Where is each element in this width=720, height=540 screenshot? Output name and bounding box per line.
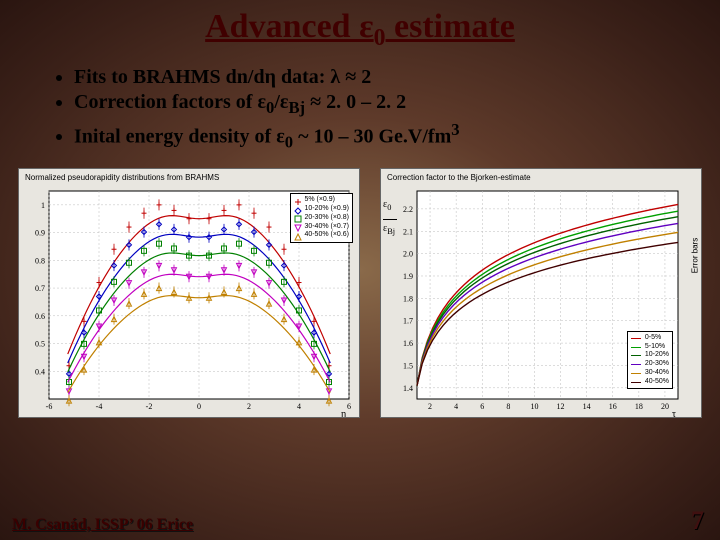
legend-item: 40-50% (×0.6) <box>294 231 349 240</box>
bullet-item: Inital energy density of ε0 ~ 10 – 30 Ge… <box>74 120 720 153</box>
svg-text:4: 4 <box>454 402 458 411</box>
chart-left-legend: 5% (×0.9)10-20% (×0.9)20-30% (×0.8)30-40… <box>290 193 353 243</box>
legend-item: 30-40% (×0.7) <box>294 223 349 232</box>
svg-text:0: 0 <box>197 402 201 411</box>
svg-text:20: 20 <box>661 402 669 411</box>
chart-right: Correction factor to the Bjorken-estimat… <box>380 168 702 418</box>
svg-text:-6: -6 <box>46 402 53 411</box>
error-bars-label: Error bars <box>691 238 700 274</box>
svg-text:1.5: 1.5 <box>403 362 413 371</box>
legend-item: 40-50% <box>631 378 669 387</box>
bullet-item: Fits to BRAHMS dn/dη data: λ ≈ 2 <box>74 66 720 89</box>
svg-text:0.5: 0.5 <box>35 340 45 349</box>
page-number: 7 <box>691 506 704 536</box>
svg-text:0.9: 0.9 <box>35 229 45 238</box>
chart-right-legend: 0-5%5-10%10-20%20-30%30-40%40-50% <box>627 331 673 390</box>
svg-text:-4: -4 <box>96 402 103 411</box>
svg-text:16: 16 <box>609 402 617 411</box>
svg-text:2.1: 2.1 <box>403 228 413 237</box>
svg-text:1.4: 1.4 <box>403 384 413 393</box>
svg-text:1.6: 1.6 <box>403 340 413 349</box>
legend-item: 0-5% <box>631 334 669 343</box>
chart-left-title: Normalized pseudorapidity distributions … <box>25 173 219 182</box>
chart-right-title: Correction factor to the Bjorken-estimat… <box>387 173 531 182</box>
footer-text: M. Csanád, ISSP’ 06 Erice <box>12 516 193 534</box>
svg-text:1.8: 1.8 <box>403 295 413 304</box>
legend-item: 5% (×0.9) <box>294 196 349 205</box>
svg-text:2: 2 <box>428 402 432 411</box>
svg-text:6: 6 <box>347 402 351 411</box>
svg-text:τ: τ <box>672 409 676 417</box>
bullet-list: Fits to BRAHMS dn/dη data: λ ≈ 2Correcti… <box>34 66 720 153</box>
svg-text:1.7: 1.7 <box>403 317 413 326</box>
svg-text:1.9: 1.9 <box>403 272 413 281</box>
svg-text:6: 6 <box>480 402 484 411</box>
legend-item: 10-20% <box>631 351 669 360</box>
svg-text:0.6: 0.6 <box>35 312 45 321</box>
chart-left: Normalized pseudorapidity distributions … <box>18 168 360 418</box>
svg-text:12: 12 <box>557 402 565 411</box>
bullet-item: Correction factors of ε0/εBj ≈ 2. 0 – 2.… <box>74 91 720 118</box>
legend-item: 20-30% <box>631 360 669 369</box>
legend-item: 30-40% <box>631 369 669 378</box>
legend-item: 20-30% (×0.8) <box>294 214 349 223</box>
svg-text:14: 14 <box>583 402 591 411</box>
svg-text:0.8: 0.8 <box>35 257 45 266</box>
page-title: Advanced ε0 estimate <box>0 0 720 52</box>
svg-text:η: η <box>341 409 346 417</box>
svg-text:8: 8 <box>506 402 510 411</box>
svg-text:-2: -2 <box>146 402 153 411</box>
svg-text:0.7: 0.7 <box>35 285 45 294</box>
charts-row: Normalized pseudorapidity distributions … <box>0 168 720 418</box>
svg-text:2: 2 <box>247 402 251 411</box>
svg-text:2.0: 2.0 <box>403 250 413 259</box>
svg-text:4: 4 <box>297 402 301 411</box>
svg-text:10: 10 <box>530 402 538 411</box>
svg-text:2.2: 2.2 <box>403 205 413 214</box>
legend-item: 10-20% (×0.9) <box>294 205 349 214</box>
svg-text:1: 1 <box>41 201 45 210</box>
svg-text:0.4: 0.4 <box>35 368 45 377</box>
legend-item: 5-10% <box>631 343 669 352</box>
chart-right-ylabel: ε0εBj <box>383 199 397 236</box>
svg-text:18: 18 <box>635 402 643 411</box>
